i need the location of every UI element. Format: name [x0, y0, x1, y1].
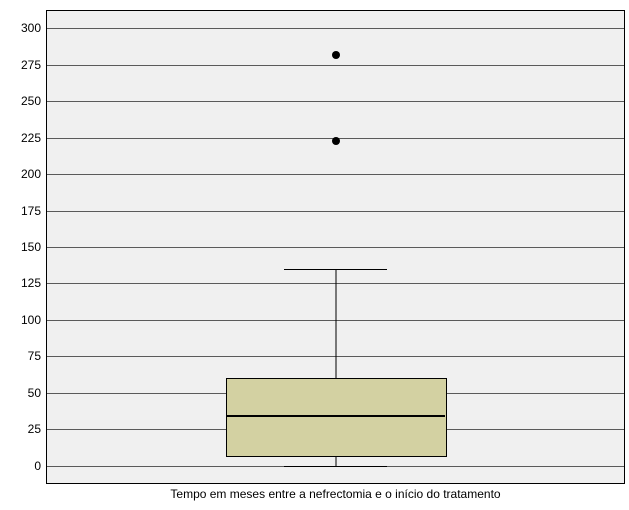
gridline: [47, 247, 624, 248]
y-tick-label: 100: [21, 313, 47, 327]
y-tick-label: 25: [28, 422, 47, 436]
y-tick-label: 150: [21, 240, 47, 254]
iqr-box: [226, 378, 447, 457]
gridline: [47, 101, 624, 102]
y-tick-label: 50: [28, 386, 47, 400]
y-tick-label: 250: [21, 94, 47, 108]
whisker-cap-lower: [284, 466, 388, 467]
outlier-point: [332, 137, 340, 145]
x-axis-label: Tempo em meses entre a nefrectomia e o i…: [47, 483, 624, 501]
whisker-upper: [335, 269, 336, 378]
plot-area: Tempo em meses entre a nefrectomia e o i…: [46, 10, 625, 484]
gridline: [47, 174, 624, 175]
y-tick-label: 125: [21, 276, 47, 290]
y-tick-label: 75: [28, 349, 47, 363]
gridline: [47, 65, 624, 66]
y-tick-label: 0: [34, 459, 47, 473]
y-tick-label: 175: [21, 204, 47, 218]
gridline: [47, 211, 624, 212]
y-tick-label: 300: [21, 21, 47, 35]
y-tick-label: 200: [21, 167, 47, 181]
outlier-point: [332, 51, 340, 59]
whisker-cap-upper: [284, 269, 388, 270]
y-tick-label: 225: [21, 131, 47, 145]
boxplot-chart: Tempo em meses entre a nefrectomia e o i…: [4, 4, 629, 506]
y-tick-label: 275: [21, 58, 47, 72]
median-line: [226, 415, 445, 417]
gridline: [47, 28, 624, 29]
